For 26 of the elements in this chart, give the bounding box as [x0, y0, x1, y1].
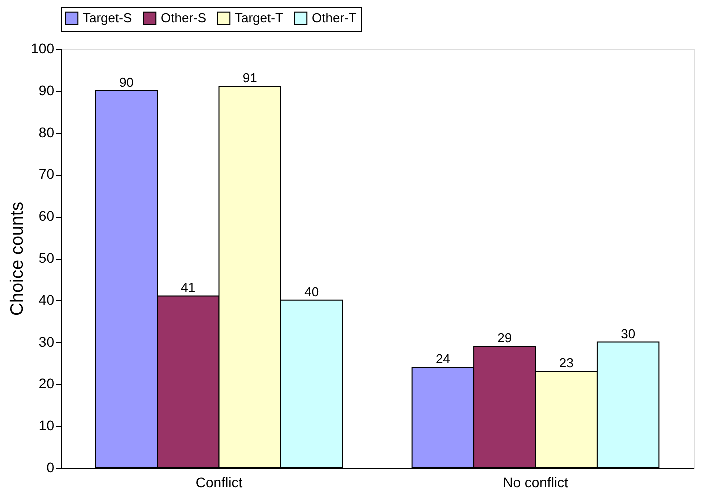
legend-label: Other-S [161, 10, 207, 26]
y-tick-label: 60 [38, 208, 55, 224]
y-tick-label: 10 [38, 418, 55, 434]
data-label: 90 [119, 74, 134, 90]
data-label: 91 [242, 70, 258, 86]
data-label: 23 [559, 356, 574, 371]
data-label: 30 [621, 326, 636, 342]
data-label: 41 [181, 280, 196, 296]
data-label: 40 [304, 284, 320, 300]
y-tick-label: 20 [38, 376, 55, 392]
y-tick-label: 90 [38, 82, 55, 98]
data-label: 29 [498, 330, 512, 346]
legend-label: Target-S [83, 10, 132, 26]
y-tick-label: 0 [46, 460, 55, 476]
x-tick-label: Conflict [196, 474, 243, 490]
data-label: 24 [436, 351, 450, 366]
y-tick-label: 40 [38, 292, 55, 308]
y-tick-label: 50 [38, 250, 55, 266]
y-tick-label: 30 [38, 334, 55, 350]
legend-label: Target-T [235, 10, 284, 26]
y-tick-label: 70 [38, 166, 55, 182]
y-tick-label: 100 [31, 40, 55, 56]
legend-label: Other-T [312, 10, 357, 26]
y-tick-label: 80 [38, 124, 55, 140]
x-tick-label: No conflict [503, 474, 569, 490]
y-axis-title: Choice counts [7, 202, 28, 316]
